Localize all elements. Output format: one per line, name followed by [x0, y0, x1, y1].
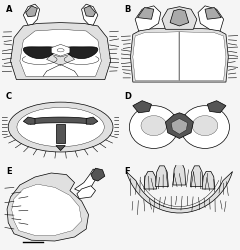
Polygon shape — [191, 166, 203, 187]
Polygon shape — [144, 172, 157, 189]
Ellipse shape — [17, 108, 104, 147]
Text: E: E — [6, 168, 12, 176]
Polygon shape — [11, 22, 111, 80]
Polygon shape — [180, 32, 226, 80]
Polygon shape — [135, 6, 161, 31]
Polygon shape — [133, 32, 180, 80]
Polygon shape — [20, 29, 101, 76]
Polygon shape — [173, 162, 186, 185]
Polygon shape — [56, 146, 65, 150]
Ellipse shape — [180, 106, 229, 148]
Polygon shape — [86, 117, 98, 124]
Text: F: F — [125, 168, 130, 176]
Polygon shape — [24, 47, 56, 58]
Polygon shape — [65, 47, 98, 58]
Polygon shape — [56, 124, 65, 144]
Polygon shape — [156, 166, 168, 187]
Polygon shape — [84, 6, 96, 17]
Polygon shape — [162, 7, 197, 29]
Polygon shape — [131, 28, 228, 82]
Polygon shape — [198, 6, 224, 31]
Polygon shape — [75, 169, 98, 193]
Text: D: D — [125, 92, 132, 101]
Ellipse shape — [57, 48, 64, 52]
Polygon shape — [82, 4, 98, 25]
Text: A: A — [6, 5, 12, 14]
Polygon shape — [23, 117, 35, 124]
Ellipse shape — [8, 102, 113, 152]
Polygon shape — [30, 117, 91, 124]
Polygon shape — [77, 186, 96, 198]
Polygon shape — [171, 118, 187, 134]
Polygon shape — [207, 101, 226, 113]
Polygon shape — [12, 184, 82, 236]
Polygon shape — [26, 6, 37, 17]
Polygon shape — [91, 168, 105, 181]
Polygon shape — [47, 54, 75, 65]
Polygon shape — [7, 173, 89, 241]
Polygon shape — [126, 172, 233, 213]
Ellipse shape — [129, 106, 178, 148]
Polygon shape — [202, 172, 215, 189]
Polygon shape — [133, 101, 151, 113]
Text: B: B — [125, 5, 131, 14]
Text: C: C — [6, 92, 12, 101]
Polygon shape — [170, 9, 189, 26]
Polygon shape — [138, 8, 154, 19]
Ellipse shape — [141, 116, 167, 136]
Polygon shape — [23, 4, 40, 25]
Polygon shape — [205, 8, 221, 19]
Ellipse shape — [192, 116, 218, 136]
Polygon shape — [51, 44, 70, 56]
Polygon shape — [165, 113, 193, 138]
